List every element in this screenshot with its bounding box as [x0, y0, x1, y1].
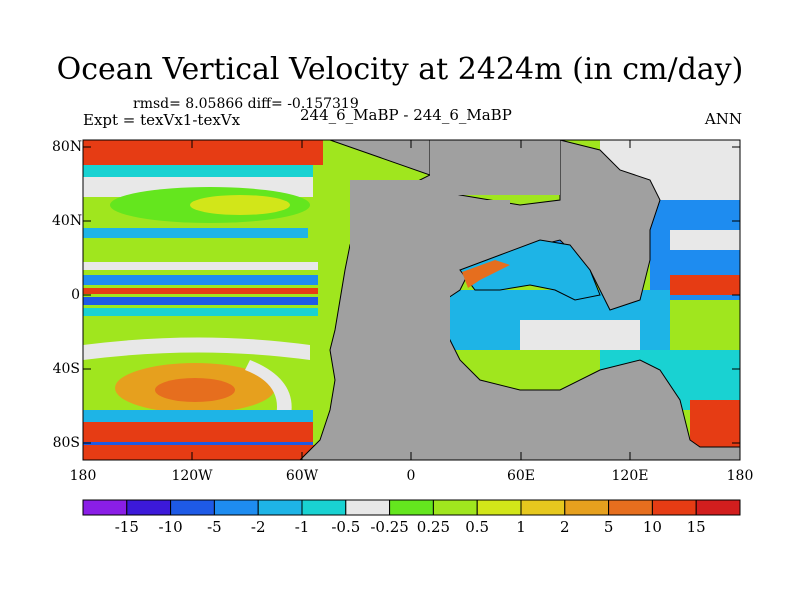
colorbar-label: -10 — [158, 518, 183, 536]
y-label-80s: 80S — [52, 435, 80, 451]
map-title: Ocean Vertical Velocity at 2424m (in cm/… — [56, 52, 744, 87]
x-label-0: 0 — [406, 468, 416, 484]
axis-ticks — [83, 140, 740, 460]
x-label-60w: 60W — [285, 468, 319, 484]
colorbar-swatch — [126, 499, 172, 516]
experiment-label: Expt = texVx1-texVx — [83, 111, 241, 129]
x-label-120w: 120W — [171, 468, 213, 484]
colorbar-label: -1 — [294, 518, 310, 536]
colorbar-swatch — [432, 499, 478, 516]
colorbar-label: 5 — [603, 518, 614, 536]
colorbar-label: -2 — [250, 518, 266, 536]
y-label-40s: 40S — [52, 361, 80, 377]
colorbar-swatch — [345, 499, 391, 516]
colorbar-label: 2 — [560, 518, 570, 536]
colorbar-label: -15 — [114, 518, 139, 536]
x-label-180w: 180 — [69, 468, 97, 484]
y-label-0: 0 — [71, 287, 80, 303]
colorbar-swatch — [476, 499, 522, 516]
rmsd-diff-stats: rmsd= 8.05866 diff= -0.157319 — [133, 96, 359, 112]
y-label-80n: 80N — [52, 139, 83, 155]
colorbar-swatch — [564, 499, 610, 516]
colorbar-swatch — [389, 499, 434, 516]
colorbar-label: 0.25 — [416, 518, 451, 536]
case-label: 244_6_MaBP - 244_6_MaBP — [300, 106, 512, 124]
y-label-40n: 40N — [52, 213, 83, 229]
pacific-field — [83, 140, 323, 460]
indo-pacific-field — [83, 140, 740, 460]
colorbar-label: 0.5 — [465, 518, 490, 536]
colorbar-label: 1 — [516, 518, 526, 536]
plot-area — [83, 140, 740, 460]
colorbar-label: 15 — [686, 518, 706, 536]
colorbar-swatch — [651, 499, 697, 516]
colorbar — [82, 499, 741, 516]
inner-sea — [459, 239, 601, 301]
inner-sea-shallow — [462, 260, 510, 288]
colorbar-swatch — [257, 499, 303, 516]
colorbar-label: -0.25 — [370, 518, 409, 536]
colorbar-label: -5 — [207, 518, 222, 536]
x-label-60e: 60E — [506, 468, 536, 484]
colorbar-label: -0.5 — [331, 518, 361, 536]
colorbar-label: 10 — [642, 518, 662, 536]
colorbar-swatch — [170, 499, 215, 516]
season-label: ANN — [704, 110, 742, 128]
colorbar-swatch — [301, 499, 347, 516]
colorbar-swatch — [608, 499, 653, 516]
x-label-120e: 120E — [611, 468, 649, 484]
colorbar-swatch — [82, 499, 128, 516]
land-masses — [299, 140, 740, 460]
colorbar-swatch — [213, 499, 259, 516]
x-label-180e: 180 — [726, 468, 754, 484]
land-arctic — [430, 140, 560, 195]
colorbar-swatch — [695, 499, 741, 516]
colorbar-swatch — [520, 499, 566, 516]
